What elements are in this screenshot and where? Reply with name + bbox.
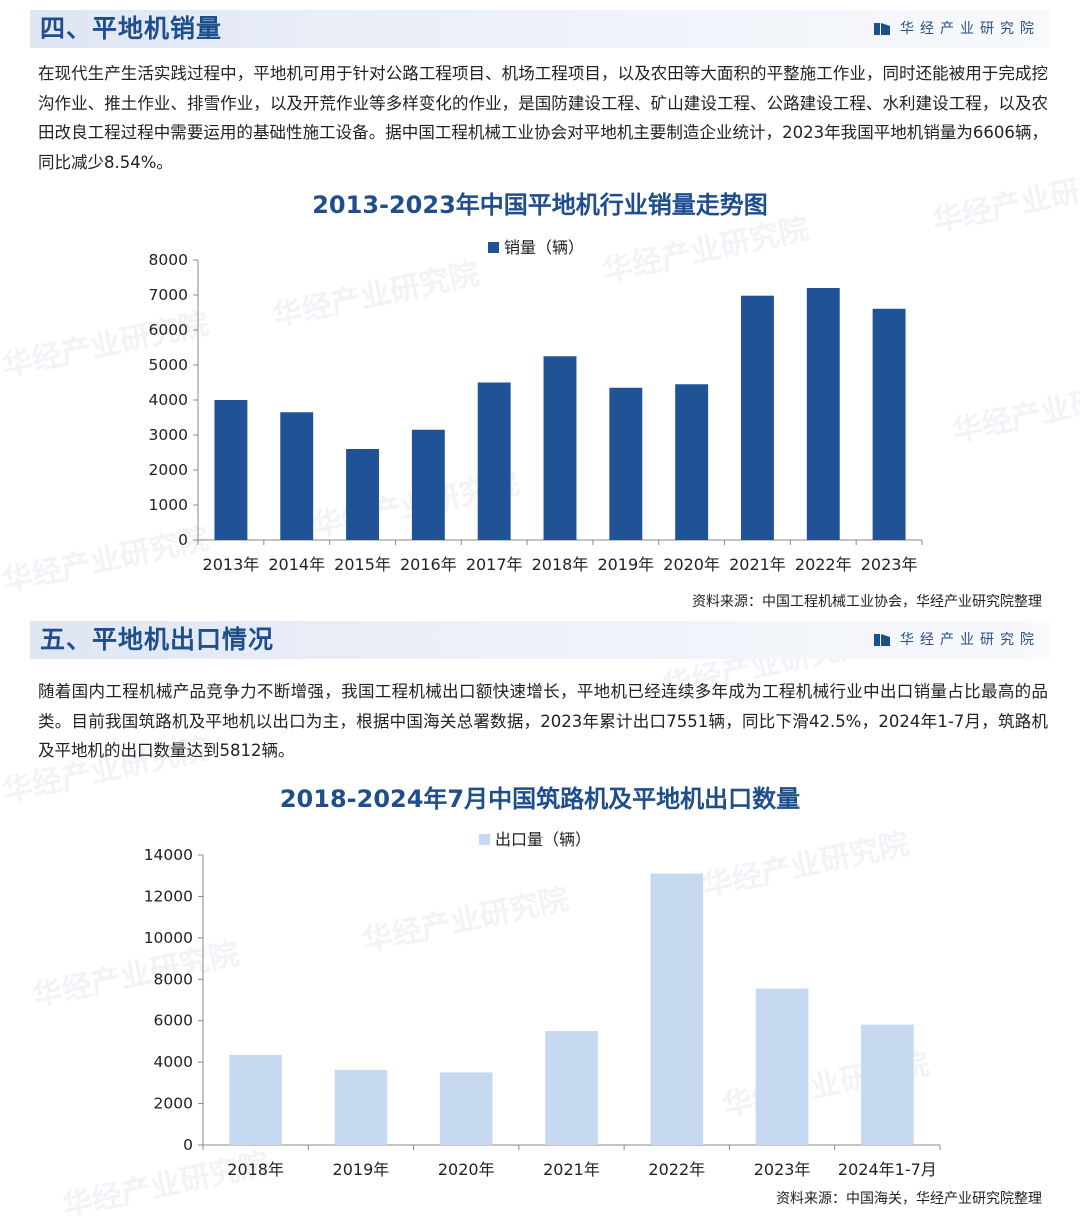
y-tick-label: 2000 [149,461,188,479]
x-tick-label: 2016年 [400,555,457,574]
legend-label: 销量（辆） [504,238,584,257]
y-tick-label: 2000 [154,1095,193,1113]
x-tick-label: 2020年 [438,1160,495,1179]
y-tick-label: 4000 [149,391,188,409]
brand-text: 华经产业研究院 [900,632,1040,648]
export-bar-chart: 出口量（辆） 0 2000 4000 6000 8000 10000 12000 14000 20… [144,830,941,1179]
section-title: 四、平地机销量 [40,14,223,43]
bar [214,400,248,540]
x-tick-label: 2023年 [861,555,918,574]
x-tick-label: 2021年 [729,555,786,574]
bar [543,356,577,540]
bar [411,429,445,540]
y-tick-label: 6000 [154,1012,193,1030]
x-tick-label: 2018年 [227,1160,284,1179]
x-tick-label: 2015年 [334,555,391,574]
bar [755,988,809,1145]
legend-label: 出口量（辆） [495,830,591,849]
legend-swatch [488,242,499,253]
y-tick-label: 3000 [149,426,188,444]
bar [741,295,774,540]
y-tick-label: 10000 [144,929,193,947]
bar [650,873,704,1145]
y-tick-label: 12000 [144,887,193,905]
bar [439,1072,493,1145]
x-tick-label: 2023年 [754,1160,811,1179]
x-tick-label: 2024年1-7月 [838,1160,937,1179]
y-tick-label: 6000 [149,321,188,339]
y-tick-label: 8000 [149,251,188,269]
x-tick-label: 2014年 [268,555,325,574]
section-title: 五、平地机出口情况 [40,625,275,654]
x-tick-label: 2022年 [648,1160,705,1179]
y-tick-label: 0 [178,531,188,549]
x-tick-label: 2019年 [333,1160,390,1179]
bar [872,308,906,540]
brand-logo-icon [874,634,890,646]
bar [861,1024,914,1145]
bar [346,449,379,540]
bar [280,412,314,540]
x-tick-label: 2021年 [543,1160,600,1179]
bar [545,1031,598,1145]
source-note: 资料来源：中国工程机械工业协会，华经产业研究院整理 [692,594,1042,610]
y-tick-label: 1000 [149,496,188,514]
x-tick-label: 2017年 [466,555,523,574]
y-tick-label: 0 [183,1136,193,1154]
y-tick-label: 14000 [144,846,193,864]
bar [229,1054,282,1145]
chart-title: 2013-2023年中国平地机行业销量走势图 [312,191,768,219]
x-tick-label: 2013年 [203,555,260,574]
y-tick-label: 4000 [154,1053,193,1071]
bar [806,288,840,540]
x-tick-label: 2020年 [663,555,720,574]
brand-logo-icon [874,23,890,35]
legend-swatch [479,834,490,845]
section-paragraph: 在现代生产生活实践过程中，平地机可用于针对公路工程项目、机场工程项目，以及农田等… [38,64,1048,172]
y-tick-label: 8000 [154,970,193,988]
sales-bar-chart: 销量（辆） 0 1000 2000 3000 4000 5000 6000 7000 8000 20… [149,238,923,574]
brand-label: 华经产业研究院 [874,631,1040,649]
x-tick-label: 2022年 [795,555,852,574]
brand-label: 华经产业研究院 [874,20,1040,38]
chart-legend: 出口量（辆） [479,830,591,849]
section-header: 四、平地机销量 华经产业研究院 [30,10,1050,48]
bar [334,1070,388,1145]
chart-title: 2018-2024年7月中国筑路机及平地机出口数量 [279,785,801,813]
x-tick-label: 2018年 [532,555,589,574]
brand-text: 华经产业研究院 [900,21,1040,37]
section-paragraph: 随着国内工程机械产品竞争力不断增强，我国工程机械出口额快速增长，平地机已经连续多… [38,682,1048,760]
y-tick-label: 5000 [149,356,188,374]
bar [477,382,511,540]
source-note: 资料来源：中国海关，华经产业研究院整理 [776,1191,1042,1207]
section-header: 五、平地机出口情况 华经产业研究院 [30,621,1050,659]
chart-legend: 销量（辆） [488,238,584,257]
y-tick-label: 7000 [149,286,188,304]
x-tick-label: 2019年 [597,555,654,574]
bar [675,384,709,540]
bar [609,387,643,540]
